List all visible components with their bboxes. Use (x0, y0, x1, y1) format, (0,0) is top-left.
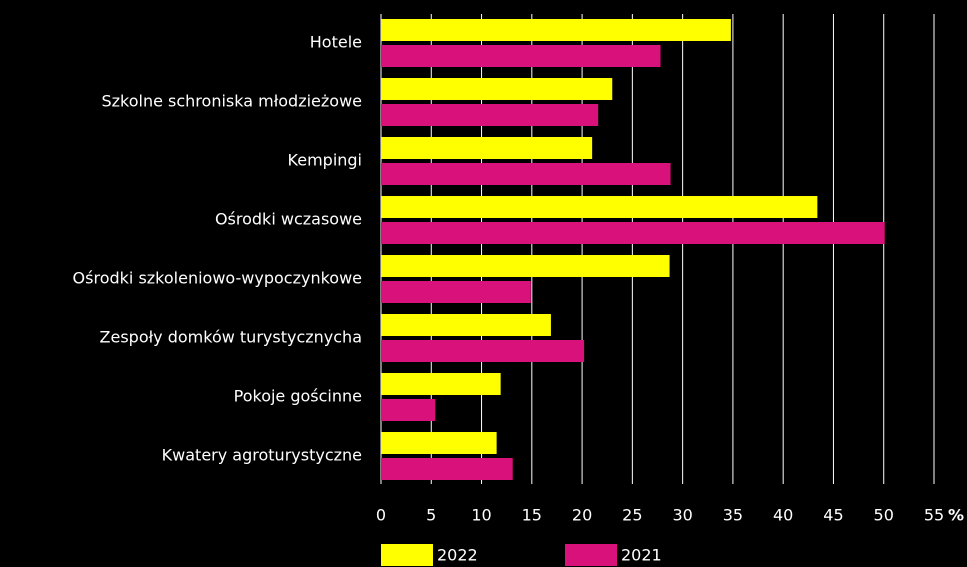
legend-label: 2022 (437, 546, 478, 565)
y-tick-label: Hotele (310, 33, 362, 52)
bar (381, 340, 585, 362)
legend-swatch (565, 544, 617, 566)
x-tick-label: 35 (723, 506, 743, 525)
y-tick-label: Pokoje gościnne (234, 387, 362, 406)
bar (381, 104, 599, 126)
x-tick-label: 5 (426, 506, 436, 525)
x-tick-label: 30 (672, 506, 692, 525)
bar (381, 196, 818, 218)
x-axis-unit: % (948, 506, 964, 525)
x-tick-label: 45 (823, 506, 843, 525)
x-tick-label: 40 (773, 506, 793, 525)
y-tick-label: Ośrodki szkoleniowo-wypoczynkowe (73, 269, 362, 288)
bar (381, 137, 593, 159)
legend-label: 2021 (621, 546, 662, 565)
x-tick-label: 55 (924, 506, 944, 525)
y-tick-label: Kwatery agroturystyczne (162, 446, 362, 465)
x-tick-label: 25 (622, 506, 642, 525)
bar (381, 373, 501, 395)
x-tick-label: 0 (376, 506, 386, 525)
y-tick-label: Ośrodki wczasowe (215, 210, 362, 229)
y-tick-label: Kempingi (288, 151, 362, 170)
bar (381, 399, 436, 421)
bar (381, 19, 731, 41)
bar (381, 222, 885, 244)
y-tick-label: Zespoły domków turystycznycha (100, 328, 362, 347)
y-tick-label: Szkolne schroniska młodzieżowe (101, 92, 362, 111)
x-tick-label: 10 (471, 506, 491, 525)
bar (381, 45, 661, 67)
legend-swatch (381, 544, 433, 566)
x-tick-label: 50 (874, 506, 894, 525)
bar (381, 255, 670, 277)
bar (381, 163, 671, 185)
bar (381, 458, 513, 480)
bar (381, 314, 551, 336)
x-tick-label: 20 (572, 506, 592, 525)
bar (381, 281, 531, 303)
bar (381, 432, 497, 454)
bar (381, 78, 613, 100)
x-tick-label: 15 (522, 506, 542, 525)
